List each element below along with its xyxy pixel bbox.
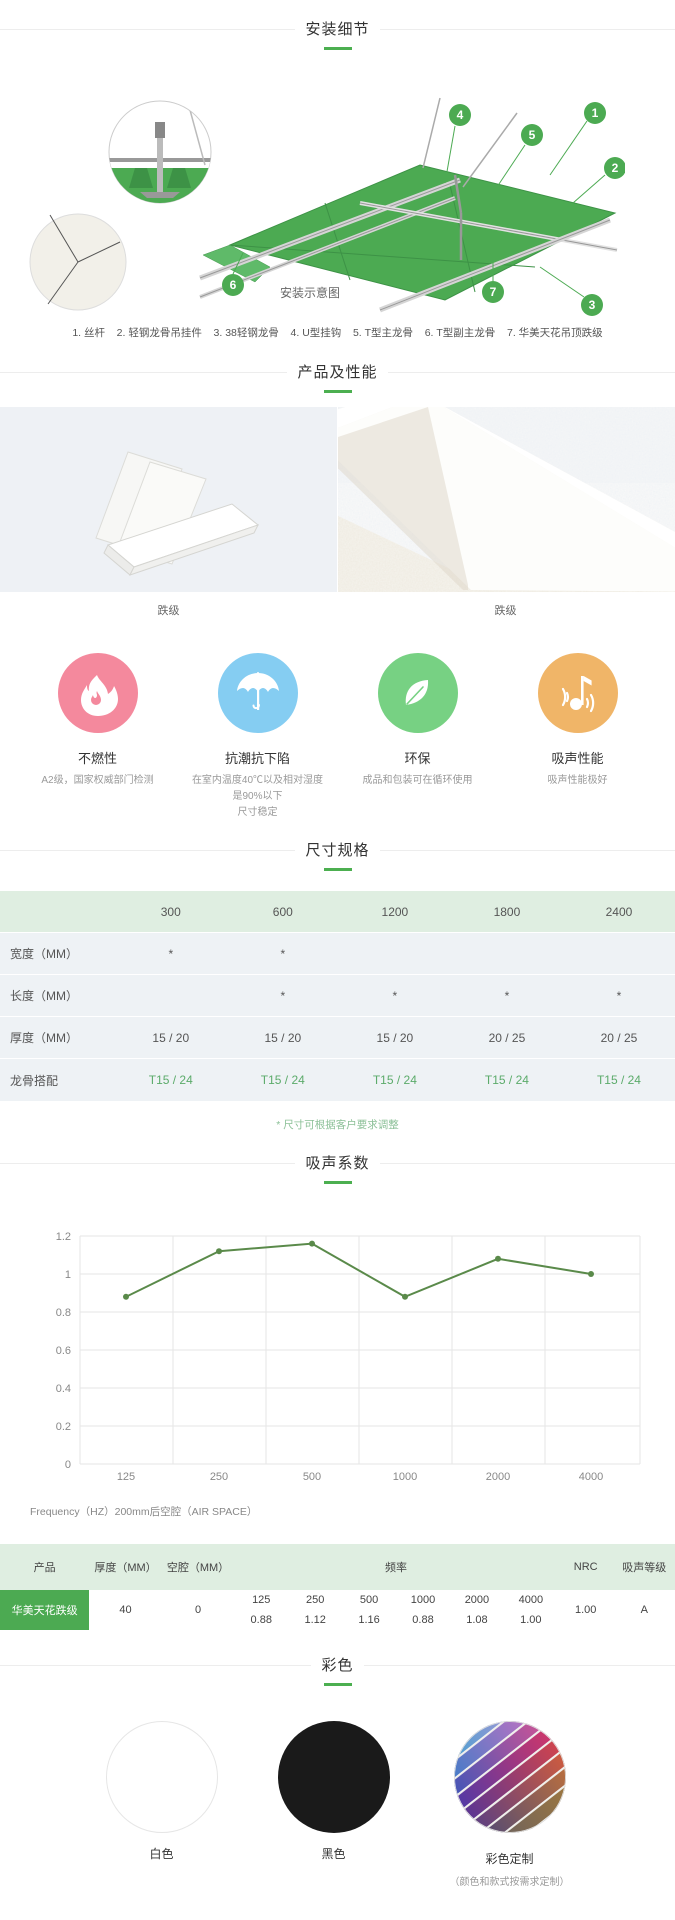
svg-text:7: 7 <box>490 285 497 299</box>
svg-text:5: 5 <box>529 128 536 142</box>
svg-text:0.6: 0.6 <box>56 1345 71 1357</box>
svg-text:1: 1 <box>592 106 599 120</box>
svg-text:1000: 1000 <box>393 1471 417 1483</box>
svg-text:1: 1 <box>65 1269 71 1281</box>
svg-text:安装示意图: 安装示意图 <box>280 285 340 300</box>
svg-text:125: 125 <box>117 1471 135 1483</box>
svg-text:4000: 4000 <box>579 1471 603 1483</box>
svg-text:500: 500 <box>303 1471 321 1483</box>
svg-text:250: 250 <box>210 1471 228 1483</box>
svg-text:4: 4 <box>457 108 464 122</box>
svg-text:0.2: 0.2 <box>56 1421 71 1433</box>
svg-text:1.2: 1.2 <box>56 1231 71 1243</box>
svg-text:6: 6 <box>230 278 237 292</box>
svg-text:3: 3 <box>589 298 596 312</box>
svg-text:0.4: 0.4 <box>56 1383 71 1395</box>
svg-text:2000: 2000 <box>486 1471 510 1483</box>
svg-text:0: 0 <box>65 1459 71 1471</box>
svg-text:0.8: 0.8 <box>56 1307 71 1319</box>
svg-text:2: 2 <box>612 161 619 175</box>
